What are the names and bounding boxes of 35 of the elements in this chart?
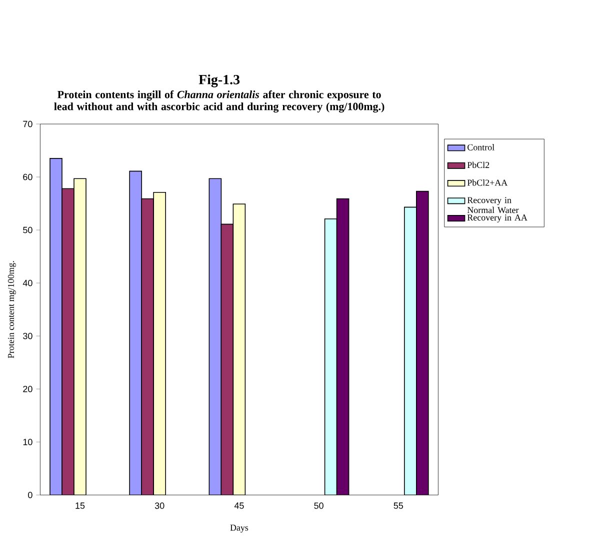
bar bbox=[232, 204, 246, 495]
bar bbox=[404, 206, 417, 495]
x-tick-label: 55 bbox=[394, 502, 404, 509]
y-axis-title: Protein content mg/100mg. bbox=[8, 261, 16, 358]
bar bbox=[153, 192, 166, 495]
bar bbox=[324, 218, 338, 495]
bar bbox=[220, 224, 234, 495]
bar bbox=[62, 188, 74, 495]
x-tick-label: 15 bbox=[76, 502, 85, 509]
chart-title: Fig-1.3 bbox=[198, 74, 240, 88]
x-tick-label: 50 bbox=[314, 502, 324, 509]
y-tick-label: 50 bbox=[23, 226, 32, 234]
bar bbox=[129, 170, 142, 495]
y-tick-label: 70 bbox=[23, 120, 32, 128]
y-tick-label: 10 bbox=[23, 438, 32, 446]
bar bbox=[74, 178, 86, 495]
x-tick-label: 30 bbox=[154, 502, 164, 509]
y-tick-label: 0 bbox=[28, 492, 32, 498]
legend-label: PbCl2 bbox=[467, 162, 490, 168]
bar bbox=[416, 190, 429, 495]
bar bbox=[141, 198, 154, 495]
bar bbox=[208, 178, 222, 495]
bar bbox=[336, 198, 350, 495]
y-tick-label: 30 bbox=[23, 332, 32, 340]
legend-label: PbCl2+AA bbox=[467, 179, 508, 186]
y-tick-label: 60 bbox=[23, 174, 32, 180]
legend-label: Recovery in Normal Water bbox=[467, 197, 519, 214]
y-tick-label: 20 bbox=[23, 386, 32, 392]
chart-subtitle: Protein contents ingill of Channa orientalis after chronic exposure to lead without and with ascorbic acid and during recovery (mg/100mg.) bbox=[54, 90, 384, 113]
legend-label: Recovery in AA bbox=[467, 214, 528, 222]
bar bbox=[50, 158, 62, 495]
x-tick-label: 45 bbox=[234, 502, 244, 509]
x-axis-title: Days bbox=[230, 524, 248, 533]
y-tick-label: 40 bbox=[22, 280, 32, 286]
legend-label: Control bbox=[468, 144, 494, 150]
